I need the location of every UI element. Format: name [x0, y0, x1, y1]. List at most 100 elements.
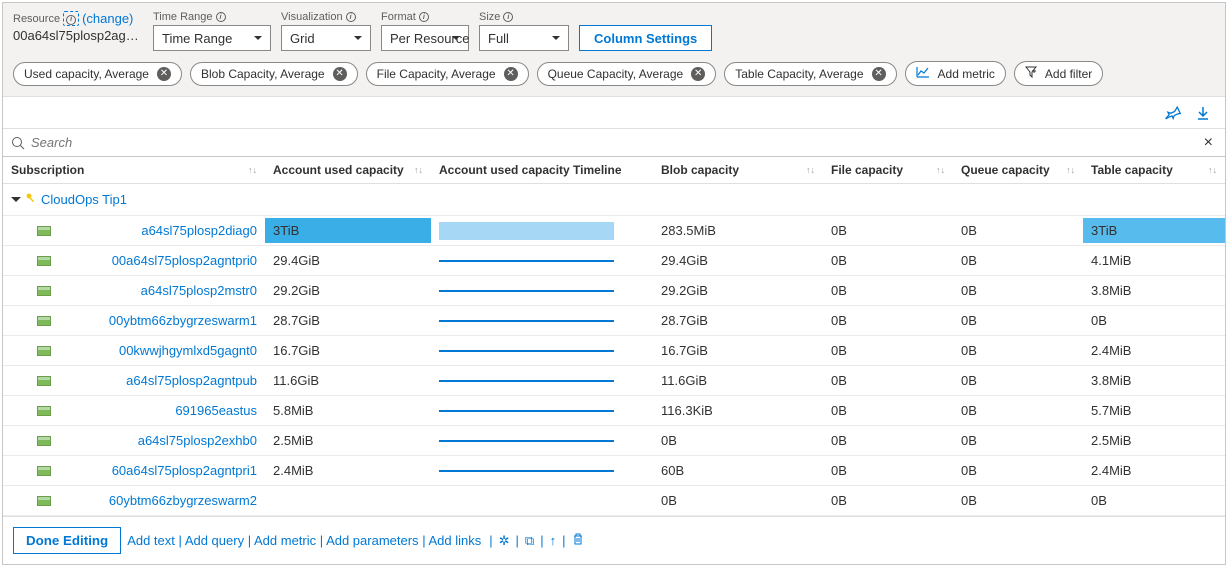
- timeline-cell: [431, 465, 653, 477]
- metric-pill[interactable]: Queue Capacity, Average✕: [537, 62, 717, 86]
- remove-icon[interactable]: ✕: [872, 67, 886, 81]
- move-up-icon[interactable]: ↑: [550, 533, 557, 549]
- table-cell: 3.8MiB: [1083, 368, 1225, 393]
- change-link[interactable]: (change): [82, 11, 133, 26]
- time-range-label: Time Range: [153, 11, 213, 23]
- account-link[interactable]: 00kwwjhgymlxd5gagnt0: [119, 343, 257, 358]
- copy-icon[interactable]: ⧉: [525, 533, 534, 549]
- timeline-cell: [431, 435, 653, 447]
- visualization-select[interactable]: Grid: [281, 25, 371, 51]
- col-timeline[interactable]: Account used capacity Timeline: [431, 157, 653, 183]
- add-filter-button[interactable]: Add filter: [1014, 61, 1103, 86]
- account-link[interactable]: a64sl75plosp2agntpub: [126, 373, 257, 388]
- metric-pill[interactable]: Used capacity, Average✕: [13, 62, 182, 86]
- search-icon: [11, 136, 25, 150]
- file-cell: 0B: [823, 398, 953, 423]
- storage-icon: [37, 406, 51, 416]
- done-editing-button[interactable]: Done Editing: [13, 527, 121, 554]
- col-queue[interactable]: Queue capacity↑↓: [953, 157, 1083, 183]
- col-table[interactable]: Table capacity↑↓: [1083, 157, 1225, 183]
- col-file[interactable]: File capacity↑↓: [823, 157, 953, 183]
- col-used[interactable]: Account used capacity↑↓: [265, 157, 431, 183]
- used-cell: 2.4MiB: [265, 458, 431, 483]
- table-cell: 4.1MiB: [1083, 248, 1225, 273]
- panel-actions: [3, 97, 1225, 128]
- metrics-row: Used capacity, Average✕ Blob Capacity, Av…: [13, 61, 1215, 86]
- col-blob[interactable]: Blob capacity↑↓: [653, 157, 823, 183]
- metric-pill[interactable]: Blob Capacity, Average✕: [190, 62, 358, 86]
- info-icon: i: [66, 15, 76, 25]
- table-cell: 5.7MiB: [1083, 398, 1225, 423]
- pin-icon[interactable]: [1165, 105, 1181, 124]
- used-cell: 29.2GiB: [265, 278, 431, 303]
- metric-pill[interactable]: Table Capacity, Average✕: [724, 62, 896, 86]
- timeline-cell: [431, 315, 653, 327]
- visualization-label: Visualization: [281, 11, 343, 23]
- add-metric-button[interactable]: Add metric: [905, 61, 1006, 86]
- table-row: 60ybtm66zbygrzeswarm20B0B0B0B: [3, 486, 1225, 516]
- file-cell: 0B: [823, 308, 953, 333]
- remove-icon[interactable]: ✕: [504, 67, 518, 81]
- timeline-cell: [431, 285, 653, 297]
- remove-icon[interactable]: ✕: [691, 67, 705, 81]
- group-name[interactable]: CloudOps Tip1: [41, 192, 127, 207]
- file-cell: 0B: [823, 428, 953, 453]
- col-subscription[interactable]: Subscription↑↓: [3, 157, 265, 183]
- blob-cell: 16.7GiB: [653, 338, 823, 363]
- table-cell: 3TiB: [1083, 218, 1225, 243]
- storage-icon: [37, 376, 51, 386]
- download-icon[interactable]: [1195, 105, 1211, 124]
- footer-link[interactable]: Add metric: [254, 533, 316, 548]
- timeline-cell: [431, 405, 653, 417]
- table-cell: 0B: [1083, 488, 1225, 513]
- table-row: a64sl75plosp2exhb02.5MiB0B0B0B2.5MiB: [3, 426, 1225, 456]
- footer-link[interactable]: Add links: [428, 533, 481, 548]
- table-row: 691965eastus5.8MiB116.3KiB0B0B5.7MiB: [3, 396, 1225, 426]
- queue-cell: 0B: [953, 368, 1083, 393]
- resource-label: Resource: [13, 13, 60, 25]
- footer-link[interactable]: Add query: [185, 533, 244, 548]
- search-input[interactable]: [25, 133, 1200, 152]
- clear-search-icon[interactable]: ×: [1200, 134, 1217, 152]
- format-select[interactable]: Per Resource: [381, 25, 469, 51]
- toolbar: Resource i (change) 00a64sl75plosp2agntp…: [3, 3, 1225, 97]
- queue-cell: 0B: [953, 488, 1083, 513]
- timeline-cell: [431, 496, 653, 506]
- table-row: 00kwwjhgymlxd5gagnt016.7GiB16.7GiB0B0B2.…: [3, 336, 1225, 366]
- account-link[interactable]: 60a64sl75plosp2agntpri1: [112, 463, 257, 478]
- time-range-select[interactable]: Time Range: [153, 25, 271, 51]
- used-cell: 28.7GiB: [265, 308, 431, 333]
- timeline-cell: [431, 345, 653, 357]
- remove-icon[interactable]: ✕: [333, 67, 347, 81]
- account-link[interactable]: 60ybtm66zbygrzeswarm2: [109, 493, 257, 508]
- account-link[interactable]: 00a64sl75plosp2agntpri0: [112, 253, 257, 268]
- account-link[interactable]: 00ybtm66zbygrzeswarm1: [109, 313, 257, 328]
- footer-link[interactable]: Add text: [127, 533, 175, 548]
- table-row: 60a64sl75plosp2agntpri12.4MiB60B0B0B2.4M…: [3, 456, 1225, 486]
- queue-cell: 0B: [953, 398, 1083, 423]
- key-icon: [25, 192, 37, 207]
- footer-link[interactable]: Add parameters: [326, 533, 419, 548]
- remove-icon[interactable]: ✕: [157, 67, 171, 81]
- file-cell: 0B: [823, 458, 953, 483]
- storage-icon: [37, 436, 51, 446]
- delete-icon[interactable]: [572, 533, 584, 549]
- size-select[interactable]: Full: [479, 25, 569, 51]
- storage-icon: [37, 496, 51, 506]
- used-cell: 3TiB: [265, 218, 431, 243]
- queue-cell: 0B: [953, 308, 1083, 333]
- info-icon: i: [216, 12, 226, 22]
- table-cell: 2.4MiB: [1083, 458, 1225, 483]
- used-cell: 16.7GiB: [265, 338, 431, 363]
- metric-pill[interactable]: File Capacity, Average✕: [366, 62, 529, 86]
- group-row[interactable]: CloudOps Tip1: [3, 184, 1225, 216]
- account-link[interactable]: 691965eastus: [175, 403, 257, 418]
- file-cell: 0B: [823, 338, 953, 363]
- settings-icon[interactable]: ✲: [499, 533, 510, 549]
- column-settings-button[interactable]: Column Settings: [579, 25, 712, 51]
- account-link[interactable]: a64sl75plosp2mstr0: [141, 283, 257, 298]
- account-link[interactable]: a64sl75plosp2exhb0: [138, 433, 257, 448]
- table-row: 00ybtm66zbygrzeswarm128.7GiB28.7GiB0B0B0…: [3, 306, 1225, 336]
- account-link[interactable]: a64sl75plosp2diag0: [141, 223, 257, 238]
- used-cell: 2.5MiB: [265, 428, 431, 453]
